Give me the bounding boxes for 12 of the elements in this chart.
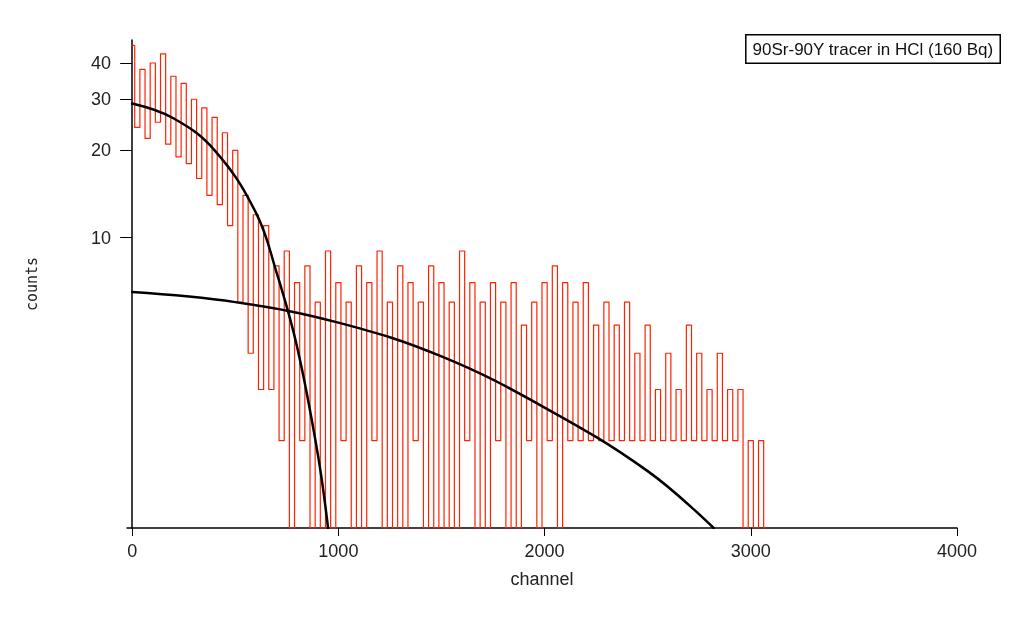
annotation: 90Sr-90Y tracer in HCl (160 Bq) — [752, 39, 994, 59]
y-tick-label: 20 — [90, 140, 111, 161]
y-tick-label: 30 — [90, 89, 111, 110]
y-tick-label: 10 — [90, 227, 111, 248]
x-tick-label: 3000 — [730, 541, 771, 561]
x-tick-label: 4000 — [936, 541, 978, 561]
y-axis-title: counts — [22, 256, 41, 312]
x-axis-title: channel — [510, 569, 574, 589]
x-tick-label: 1000 — [318, 541, 359, 561]
y-tick-label: 40 — [90, 52, 111, 73]
x-tick-label: 0 — [127, 541, 138, 561]
x-tick-label: 2000 — [524, 541, 565, 561]
